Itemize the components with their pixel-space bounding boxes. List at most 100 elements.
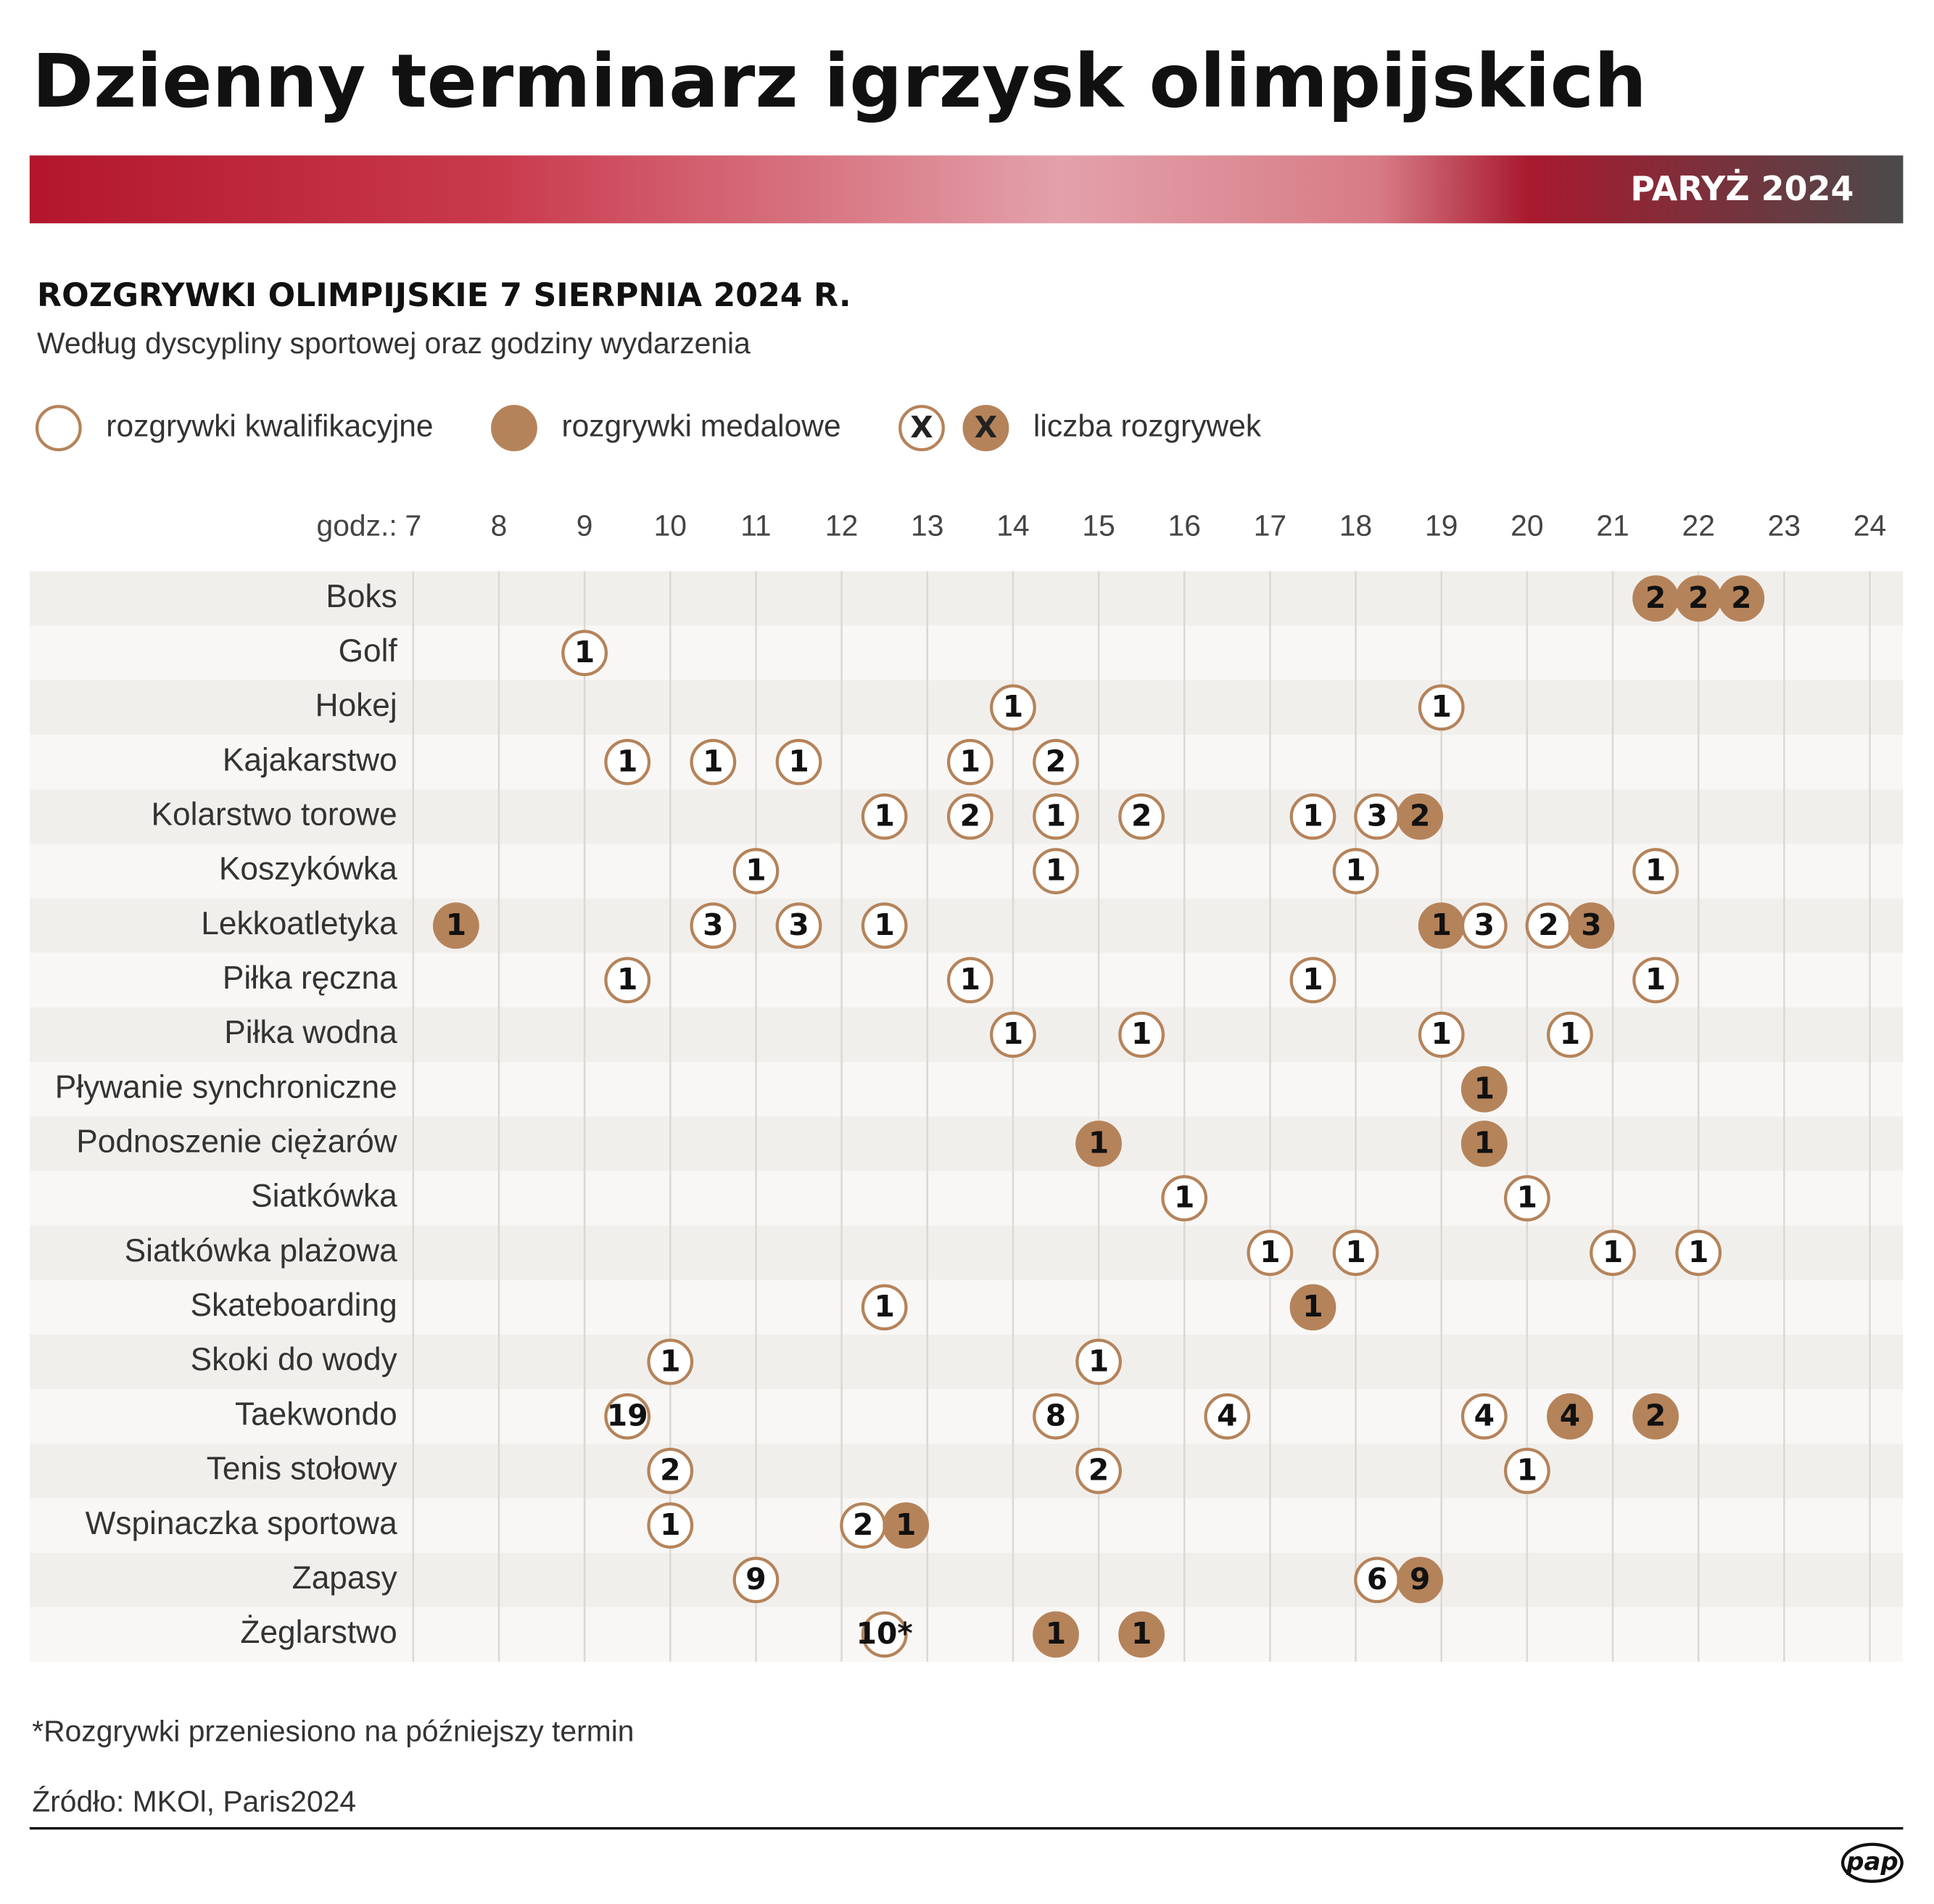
qualification-event — [1118, 1011, 1165, 1058]
qualification-event — [647, 1502, 694, 1549]
qualification-event — [1418, 1011, 1465, 1058]
event-count: 1 — [1088, 1343, 1109, 1378]
qualification-event — [1332, 848, 1379, 894]
event-count: 2 — [1046, 743, 1066, 778]
event-count: 1 — [660, 1507, 680, 1542]
event-count: 1 — [617, 962, 637, 997]
legend-label: rozgrywki kwalifikacyjne — [106, 409, 433, 443]
x-tick-label: 14 — [996, 509, 1029, 543]
row-label: Kajakarstwo — [223, 742, 397, 778]
row-label: Pływanie synchroniczne — [55, 1069, 397, 1105]
event-count: 1 — [660, 1343, 680, 1378]
x-tick-label: 19 — [1425, 509, 1458, 543]
event-count: 1 — [960, 743, 980, 778]
qualification-event — [1247, 1229, 1294, 1277]
x-tick-label: 10 — [654, 509, 687, 543]
qualification-event — [1503, 1448, 1550, 1494]
qualification-event — [604, 1393, 651, 1440]
row-label: Piłka ręczna — [223, 960, 397, 996]
qualification-event — [732, 848, 780, 894]
event-count: 1 — [874, 1289, 894, 1324]
event-count: 1 — [1302, 962, 1323, 997]
medal-event — [1568, 902, 1615, 949]
chart-title: Dzienny terminarz igrzysk olimpijskich — [32, 38, 1647, 125]
row-band — [29, 1171, 1904, 1226]
qualification-event — [1503, 1175, 1550, 1221]
qualification-event — [946, 957, 993, 1004]
logo: pap — [1846, 1847, 1898, 1876]
event-count: 1 — [1003, 1016, 1023, 1051]
event-count: 9 — [1410, 1562, 1430, 1596]
qualification-event — [1033, 848, 1079, 894]
x-tick-label: 15 — [1082, 509, 1115, 543]
event-count: 10* — [856, 1616, 913, 1651]
event-count: 1 — [1345, 1235, 1365, 1269]
qualification-event — [990, 1011, 1036, 1058]
x-tick-label: 22 — [1682, 509, 1714, 543]
medal-event — [1460, 1120, 1508, 1167]
x-tick-label: 13 — [911, 509, 943, 543]
row-band — [29, 625, 1904, 680]
row-band — [29, 571, 1904, 626]
description: Według dyscypliny sportowej oraz godziny… — [37, 326, 751, 360]
event-count: 3 — [1474, 907, 1495, 942]
qualification-event — [1118, 793, 1165, 840]
medal-event — [1075, 1120, 1122, 1167]
event-count: 1 — [896, 1507, 916, 1542]
event-count: 3 — [788, 907, 809, 942]
qualification-event — [1332, 1229, 1379, 1277]
qualification-event — [861, 1611, 908, 1658]
row-label: Podnoszenie ciężarów — [76, 1124, 398, 1160]
qualification-event — [1547, 1011, 1593, 1058]
medal-event — [1547, 1393, 1593, 1440]
event-count: 8 — [1046, 1398, 1066, 1433]
row-label: Siatkówka — [251, 1179, 397, 1214]
medal-event — [1118, 1611, 1165, 1658]
event-count: 1 — [1645, 853, 1666, 888]
row-label: Koszykówka — [219, 852, 397, 887]
footnote: *Rozgrywki przeniesiono na późniejszy te… — [32, 1714, 634, 1747]
event-count: 2 — [660, 1453, 680, 1488]
event-count: 1 — [1560, 1016, 1580, 1051]
row-label: Siatkówka plażowa — [125, 1233, 397, 1269]
x-tick-label: 21 — [1596, 509, 1629, 543]
qualification-event — [1460, 1393, 1508, 1440]
event-count: 3 — [1581, 907, 1601, 942]
row-label: Skateboarding — [191, 1287, 397, 1323]
qualification-event — [690, 738, 737, 786]
event-count: 1 — [1174, 1180, 1194, 1215]
qualification-event — [775, 738, 822, 786]
event-count: 1 — [874, 907, 894, 942]
qualification-event — [775, 902, 822, 949]
qualification-event — [990, 684, 1036, 731]
event-count: 1 — [617, 743, 637, 778]
x-tick-label: 12 — [825, 509, 858, 543]
event-count: 1 — [1131, 1616, 1152, 1651]
event-count: 2 — [853, 1507, 873, 1542]
event-count: 1 — [1517, 1180, 1537, 1215]
legend-symbol-text: X — [975, 410, 997, 445]
row-band — [29, 1334, 1904, 1390]
event-count: 1 — [1603, 1235, 1623, 1269]
event-count: 3 — [1367, 798, 1387, 833]
event-count: 2 — [1410, 798, 1430, 833]
x-axis-label: godz.: — [317, 509, 397, 543]
legend-symbol — [962, 405, 1009, 452]
x-tick-label: 8 — [491, 509, 508, 543]
event-count: 1 — [1431, 907, 1452, 942]
event-count: 1 — [874, 798, 894, 833]
legend-symbol — [35, 405, 82, 452]
event-count: 2 — [1645, 580, 1666, 615]
qualification-event — [1204, 1393, 1251, 1440]
medal-event — [1033, 1611, 1079, 1658]
qualification-event — [1632, 957, 1679, 1004]
row-band — [29, 1116, 1904, 1171]
x-tick-label: 24 — [1854, 509, 1886, 543]
row-band — [29, 680, 1904, 735]
legend-symbol — [491, 405, 537, 452]
qualification-event — [604, 738, 651, 786]
row-band — [29, 844, 1904, 899]
row-band — [29, 1443, 1904, 1499]
event-count: 3 — [703, 907, 723, 942]
